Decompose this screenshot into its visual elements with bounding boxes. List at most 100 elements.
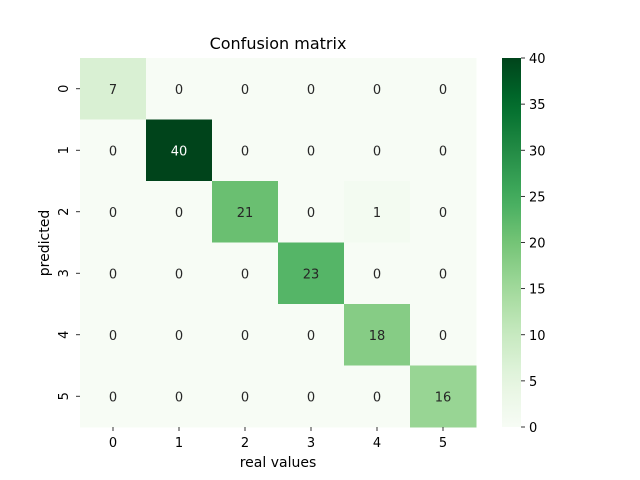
cell-value-label: 0 <box>175 329 183 344</box>
cell-value-label: 0 <box>109 329 117 344</box>
heatmap-cell <box>410 181 477 243</box>
x-tick-label: 4 <box>373 436 381 451</box>
heatmap-cell <box>278 242 345 305</box>
cell-value-label: 7 <box>109 83 117 98</box>
cell-value-label: 0 <box>439 329 447 344</box>
cell-value-label: 0 <box>439 144 447 159</box>
cell-value-label: 1 <box>373 206 381 221</box>
x-axis-label: real values <box>240 455 317 471</box>
heatmap-annotations: 7 0 0 0 0 0 0 40 0 0 0 0 0 0 21 0 1 0 0 0 0 23 0 0 0 0 0 0 18 0 0 0 0 0 0 1… <box>109 83 451 406</box>
colorbar-tick-label: 20 <box>529 237 546 252</box>
cell-value-label: 0 <box>109 390 117 405</box>
heatmap-cell <box>212 242 279 305</box>
cell-value-label: 0 <box>241 144 249 159</box>
y-tick-label: 0 <box>57 85 72 93</box>
y-tick-label: 1 <box>57 146 72 154</box>
colorbar-tick-label: 25 <box>529 190 546 205</box>
heatmap-cell <box>146 304 213 366</box>
heatmap-cell <box>212 119 279 182</box>
heatmap-cell <box>212 304 279 366</box>
cell-value-label: 0 <box>109 267 117 282</box>
y-axis-label: predicted <box>37 210 53 276</box>
heatmap-cells <box>80 58 477 428</box>
colorbar-tick-label: 10 <box>529 329 546 344</box>
cell-value-label: 0 <box>373 390 381 405</box>
heatmap-cell <box>410 242 477 305</box>
cell-value-label: 0 <box>307 390 315 405</box>
cell-value-label: 0 <box>175 267 183 282</box>
heatmap-cell <box>212 181 279 243</box>
heatmap-cell <box>80 119 147 182</box>
cell-value-label: 0 <box>373 83 381 98</box>
cell-value-label: 23 <box>303 267 320 282</box>
cell-value-label: 0 <box>307 83 315 98</box>
cell-value-label: 0 <box>241 267 249 282</box>
cell-value-label: 21 <box>237 206 254 221</box>
heatmap-cell <box>344 304 411 366</box>
cell-value-label: 0 <box>109 206 117 221</box>
cell-value-label: 0 <box>439 83 447 98</box>
heatmap-cell <box>80 242 147 305</box>
heatmap-cell <box>278 365 345 428</box>
cell-value-label: 0 <box>109 144 117 159</box>
cell-value-label: 0 <box>241 83 249 98</box>
heatmap-cell <box>278 58 345 120</box>
colorbar-tick-label: 0 <box>529 421 537 436</box>
heatmap-cell <box>212 365 279 428</box>
colorbar-ticks: 0 5 10 15 20 25 30 35 40 <box>521 52 546 436</box>
heatmap-cell <box>344 58 411 120</box>
cell-value-label: 40 <box>171 144 188 159</box>
cell-value-label: 0 <box>175 206 183 221</box>
cell-value-label: 16 <box>435 390 452 405</box>
heatmap-cell <box>146 181 213 243</box>
x-tick-label: 5 <box>439 436 447 451</box>
cell-value-label: 0 <box>307 329 315 344</box>
heatmap-cell <box>410 365 477 428</box>
cell-value-label: 0 <box>439 267 447 282</box>
y-tick-label: 5 <box>57 392 72 400</box>
colorbar <box>502 58 521 427</box>
heatmap-cell <box>212 58 279 120</box>
heatmap-cell <box>146 58 213 120</box>
heatmap-cell <box>278 119 345 182</box>
heatmap-cell <box>146 365 213 428</box>
colorbar-tick-label: 15 <box>529 283 546 298</box>
cell-value-label: 0 <box>241 329 249 344</box>
heatmap-cell <box>80 365 147 428</box>
cell-value-label: 0 <box>175 83 183 98</box>
x-tick-label: 3 <box>307 436 315 451</box>
heatmap-cell <box>80 58 147 120</box>
heatmap-cell <box>410 304 477 366</box>
y-tick-label: 3 <box>57 269 72 277</box>
cell-value-label: 0 <box>175 390 183 405</box>
x-axis: 0 1 2 3 4 5 <box>109 427 447 451</box>
x-tick-label: 0 <box>109 436 117 451</box>
heatmap-cell <box>278 181 345 243</box>
heatmap-cell <box>410 119 477 182</box>
colorbar-tick-label: 40 <box>529 52 546 67</box>
heatmap-cell <box>344 242 411 305</box>
heatmap-cell <box>80 181 147 243</box>
heatmap-cell <box>344 119 411 182</box>
heatmap-cell <box>344 181 411 243</box>
heatmap-cell <box>410 58 477 120</box>
chart-title: Confusion matrix <box>210 34 347 53</box>
y-tick-label: 4 <box>57 331 72 339</box>
cell-value-label: 0 <box>373 144 381 159</box>
colorbar-tick-label: 35 <box>529 98 546 113</box>
cell-value-label: 0 <box>439 206 447 221</box>
y-axis: 0 1 2 3 4 5 <box>57 85 80 400</box>
x-tick-label: 2 <box>241 436 249 451</box>
heatmap-cell <box>80 304 147 366</box>
heatmap-cell <box>344 365 411 428</box>
x-tick-label: 1 <box>175 436 183 451</box>
heatmap-cell <box>146 119 213 182</box>
cell-value-label: 18 <box>369 329 386 344</box>
cell-value-label: 0 <box>307 206 315 221</box>
y-tick-label: 2 <box>57 208 72 216</box>
heatmap-cell <box>146 242 213 305</box>
cell-value-label: 0 <box>307 144 315 159</box>
colorbar-tick-label: 30 <box>529 144 546 159</box>
cell-value-label: 0 <box>373 267 381 282</box>
